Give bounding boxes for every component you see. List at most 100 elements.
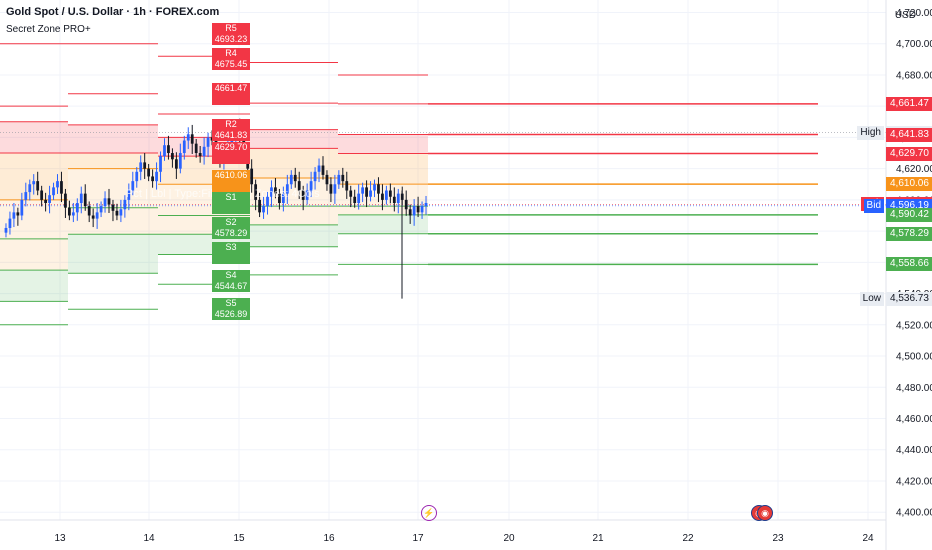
- candle-body: [381, 193, 384, 200]
- pivot-zone: [68, 153, 158, 169]
- candle-body: [313, 171, 317, 182]
- us-flag-event-icon-2[interactable]: ◉: [757, 505, 773, 521]
- candle-body: [67, 207, 71, 216]
- x-tick-label: 24: [862, 533, 874, 544]
- candle-body: [337, 174, 341, 185]
- candle-body: [139, 162, 143, 172]
- candle-body: [52, 187, 55, 196]
- candle-body: [254, 184, 258, 200]
- level-name: R5: [225, 23, 237, 34]
- candle-body: [20, 199, 24, 216]
- candle-body: [131, 181, 135, 191]
- candle-body: [206, 137, 210, 147]
- candle-body: [369, 190, 372, 197]
- chart-title: Gold Spot / U.S. Dollar · 1h · FOREX.com: [6, 6, 220, 18]
- pivot-zone: [250, 148, 338, 179]
- level-box: R5 4693.23: [212, 23, 250, 46]
- candle-body: [349, 190, 353, 197]
- level-value: 4661.47: [214, 82, 248, 93]
- candle-body: [289, 174, 293, 185]
- candle-body: [190, 134, 194, 144]
- indicator-label[interactable]: Secret Zone PRO+: [6, 24, 91, 35]
- level-name: R2: [225, 118, 237, 129]
- level-name: S1: [225, 192, 237, 202]
- resistance-zone: [250, 129, 338, 149]
- candle-body: [270, 187, 273, 197]
- candle-body: [99, 206, 103, 213]
- candle-body: [178, 153, 182, 169]
- candle-body: [392, 196, 396, 204]
- price-tag: 4,578.29: [886, 226, 932, 241]
- price-tag: 4,661.47: [886, 96, 932, 111]
- level-value: 4578.29: [214, 227, 248, 238]
- y-tick-label: 4,620.00: [896, 164, 932, 175]
- y-tick-label: 4,680.00: [896, 70, 932, 81]
- y-tick-label: 4,720.00: [896, 8, 932, 19]
- lightning-event-icon[interactable]: ⚡: [421, 505, 437, 521]
- candle-body: [317, 165, 321, 172]
- candle-body: [420, 206, 424, 213]
- y-tick-label: 4,520.00: [896, 320, 932, 331]
- currency-label[interactable]: USD: [894, 10, 916, 21]
- candle-body: [159, 156, 162, 172]
- candle-body: [163, 145, 166, 157]
- level-box: 4629.70: [212, 142, 250, 165]
- candle-body: [44, 199, 47, 204]
- candle-body: [123, 199, 127, 210]
- resistance-zone: [338, 134, 428, 154]
- level-box: S5 4526.89: [212, 298, 250, 321]
- y-tick-label: 4,500.00: [896, 352, 932, 363]
- candle-body: [250, 168, 254, 185]
- y-tick-label: 4,480.00: [896, 383, 932, 394]
- candle-body: [309, 181, 313, 191]
- price-tag-label: Low: [859, 291, 884, 306]
- candle-body: [171, 153, 174, 160]
- candle-body: [396, 193, 400, 204]
- pivot-zone: [338, 153, 428, 185]
- level-name: S4: [225, 270, 237, 281]
- x-tick-label: 20: [503, 533, 515, 544]
- price-tag: 4,629.70: [886, 146, 932, 161]
- candle-body: [167, 145, 170, 154]
- candle-body: [357, 193, 361, 204]
- y-tick-label: 4,420.00: [896, 476, 932, 487]
- candle-body: [274, 187, 277, 194]
- support-zone: [338, 214, 428, 234]
- candle-body: [147, 168, 151, 177]
- level-name: R4: [225, 48, 237, 59]
- support-zone: [0, 270, 68, 302]
- price-tag: 4,590.42: [886, 207, 932, 222]
- candle-body: [107, 198, 111, 205]
- candle-body: [416, 206, 420, 213]
- candle-body: [135, 171, 139, 182]
- resistance-zone: [0, 121, 68, 154]
- candle-body: [56, 181, 59, 188]
- support-zone: [68, 234, 158, 274]
- candle-body: [412, 206, 416, 216]
- candle-body: [258, 199, 261, 213]
- candle-body: [71, 212, 75, 216]
- candle-body: [341, 174, 345, 182]
- candle-body: [293, 174, 297, 182]
- candle-body: [12, 212, 16, 219]
- x-tick-label: 22: [682, 533, 694, 544]
- candle-body: [4, 227, 8, 233]
- price-tag: 4,641.83: [886, 127, 932, 142]
- candle-body: [115, 210, 119, 216]
- level-box: S1: [212, 192, 250, 214]
- candle-body: [388, 190, 392, 197]
- price-tag-label: Bid: [863, 198, 884, 213]
- candle-body: [365, 187, 368, 197]
- x-tick-label: 15: [233, 533, 245, 544]
- y-tick-label: 4,700.00: [896, 39, 932, 50]
- candle-body: [329, 184, 333, 194]
- candle-body: [28, 184, 32, 193]
- candle-body: [202, 146, 206, 157]
- price-tag: 4,558.66: [886, 257, 932, 272]
- y-tick-label: 4,400.00: [896, 508, 932, 519]
- level-value: 4610.06: [214, 170, 248, 181]
- price-tag: 4,536.73: [886, 291, 932, 306]
- candle-body: [424, 203, 428, 207]
- candle-body: [119, 209, 123, 216]
